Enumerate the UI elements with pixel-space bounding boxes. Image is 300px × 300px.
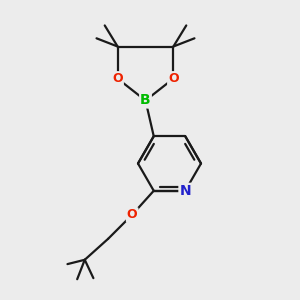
Text: O: O bbox=[112, 72, 123, 85]
Text: O: O bbox=[127, 208, 137, 221]
Text: B: B bbox=[140, 94, 151, 107]
Text: N: N bbox=[179, 184, 191, 198]
Text: O: O bbox=[168, 72, 179, 85]
